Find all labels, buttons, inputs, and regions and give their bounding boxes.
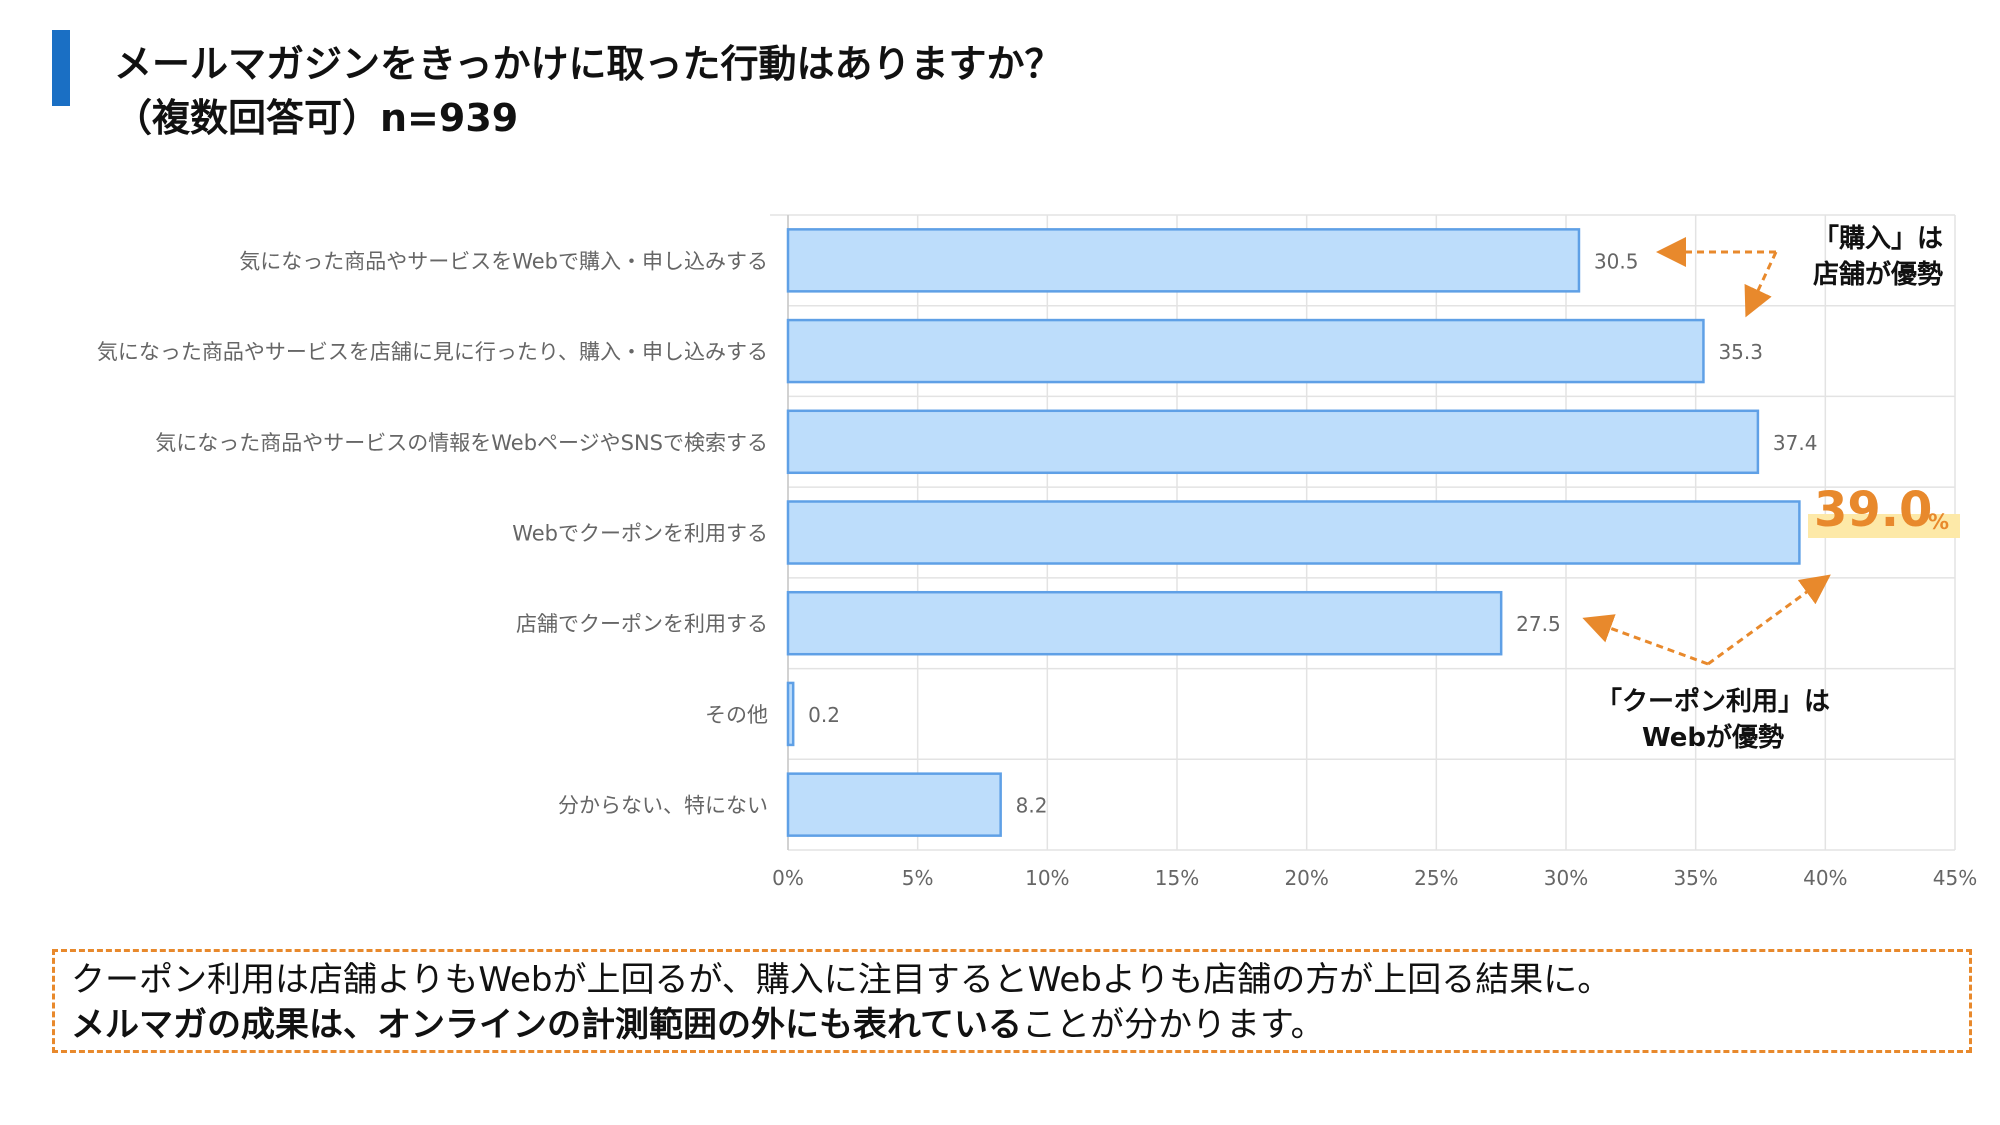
- category-label: その他: [705, 703, 768, 727]
- purchase-callout: 「購入」は 店舗が優勢: [1778, 222, 1978, 294]
- coupon-callout: 「クーポン利用」は Webが優勢: [1578, 685, 1848, 757]
- value-label: 8.2: [1016, 794, 1048, 818]
- coupon-arrow-to-store: [1582, 614, 1709, 666]
- summary-line2-rest: ことが分かります。: [1021, 1005, 1325, 1046]
- x-tick-label: 40%: [1803, 866, 1847, 890]
- x-tick-label: 0%: [772, 866, 804, 890]
- category-label: 気になった商品やサービスの情報をWebページやSNSで検索する: [155, 431, 768, 455]
- bar: [786, 228, 1581, 293]
- bar: [786, 409, 1760, 475]
- bar: [786, 681, 795, 747]
- highlight-marker: [1808, 514, 1960, 538]
- value-label: 0.2: [808, 703, 840, 727]
- summary-line2-bold: メルマガの成果は、オンラインの計測範囲の外にも表れている: [71, 1005, 1022, 1046]
- value-label: 37.4: [1773, 431, 1818, 455]
- bar: [786, 590, 1503, 656]
- coupon-arrow-to-web: [1707, 574, 1831, 666]
- purchase-callout-line2: 店舗が優勢: [1812, 259, 1943, 290]
- x-tick-label: 10%: [1025, 866, 1069, 890]
- coupon-callout-line2: Webが優勢: [1642, 722, 1784, 753]
- highlight-value-badge: 39.0 %: [1808, 486, 1960, 546]
- x-tick-label: 5%: [902, 866, 934, 890]
- coupon-callout-line1: 「クーポン利用」は: [1595, 687, 1830, 717]
- bar-chart: 0% 5% 10% 15% 20% 25% 30% 35% 40% 45% 気になった商品やサービス…: [97, 214, 1977, 890]
- purchase-callout-line1: 「購入」は: [1812, 224, 1943, 254]
- x-tick-label: 35%: [1673, 866, 1717, 890]
- category-label: 気になった商品やサービスを店舗に見に行ったり、購入・申し込みする: [97, 340, 768, 364]
- category-label: Webでクーポンを利用する: [512, 522, 768, 546]
- x-tick-label: 15%: [1155, 866, 1199, 890]
- summary-box: クーポン利用は店舗よりもWebが上回るが、購入に注目するとWebよりも店舗の方が…: [52, 949, 1972, 1053]
- page-subtitle: （複数回答可）n=939: [114, 96, 519, 140]
- purchase-arrow-to-store: [1744, 251, 1778, 318]
- x-tick-label: 20%: [1284, 866, 1328, 890]
- bar: [786, 318, 1705, 384]
- bar: [786, 500, 1801, 565]
- summary-line2: メルマガの成果は、オンラインの計測範囲の外にも表れていることが分かります。: [71, 1003, 1953, 1048]
- category-label: 分からない、特にない: [558, 794, 768, 818]
- x-tick-label: 30%: [1544, 866, 1588, 890]
- bar: [786, 772, 1002, 837]
- page-title: メールマガジンをきっかけに取った行動はありますか？: [114, 42, 1063, 86]
- x-tick-label: 25%: [1414, 866, 1458, 890]
- category-label: 気になった商品やサービスをWebで購入・申し込みする: [239, 249, 768, 273]
- title-accent-bar: [52, 30, 70, 106]
- value-label: 35.3: [1718, 340, 1763, 364]
- highlight-value: 39.0: [1814, 482, 1933, 538]
- value-label: 27.5: [1516, 612, 1561, 636]
- summary-line1: クーポン利用は店舗よりもWebが上回るが、購入に注目するとWebよりも店舗の方が…: [71, 960, 1612, 1000]
- value-label: 30.5: [1594, 249, 1639, 273]
- x-tick-label: 45%: [1933, 866, 1977, 890]
- category-label: 店舗でクーポンを利用する: [516, 612, 768, 636]
- highlight-unit: %: [1928, 510, 1950, 534]
